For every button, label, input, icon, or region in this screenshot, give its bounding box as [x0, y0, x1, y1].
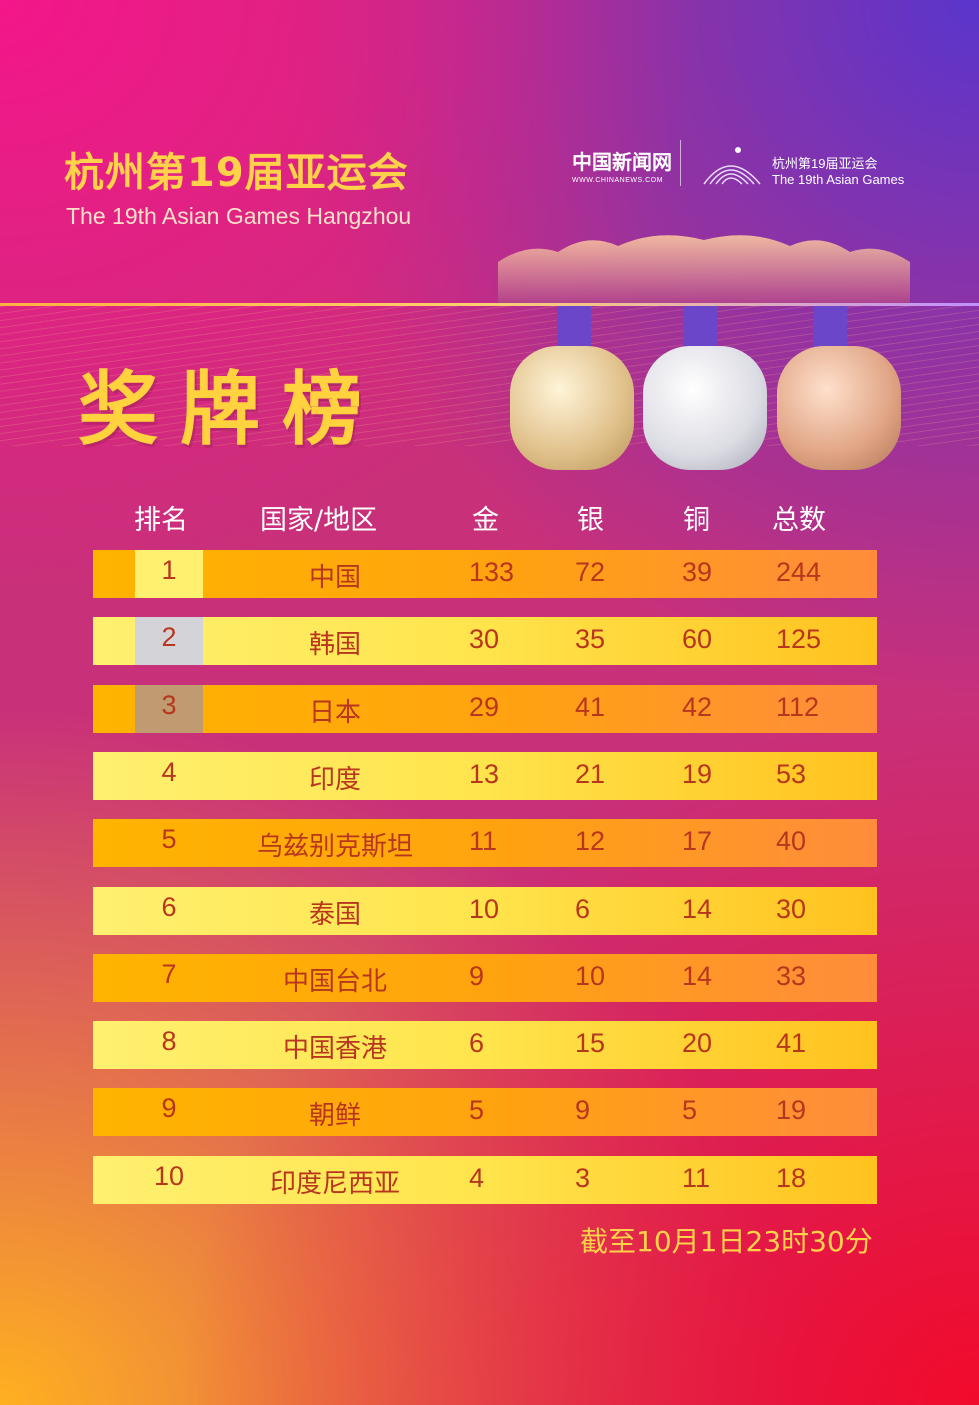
- table-row: 10 印度尼西亚 4 3 11 18: [93, 1155, 877, 1204]
- rank-highlight: [135, 550, 203, 598]
- rank-cell: 5: [161, 824, 177, 855]
- gold-cell: 11: [469, 826, 498, 857]
- total-cell: 53: [776, 758, 807, 789]
- header-bronze: 铜: [683, 505, 710, 536]
- divider-stripe: [0, 303, 979, 306]
- silver-cell: 6: [575, 893, 591, 924]
- header-silver: 银: [577, 505, 604, 536]
- gold-medal-image: [510, 346, 634, 470]
- silver-cell: 72: [575, 557, 606, 587]
- total-cell: 40: [776, 826, 807, 857]
- total-cell: 33: [776, 960, 807, 991]
- country-cell: 日本: [308, 697, 361, 728]
- table-row: 5 乌兹别克斯坦 11 12 17 40: [93, 819, 877, 868]
- gold-cell: 13: [469, 758, 500, 789]
- asian-games-emblem-icon: [703, 147, 761, 185]
- rank-highlight: [135, 617, 203, 666]
- header-rank: 排名: [134, 505, 188, 536]
- gold-cell: 4: [469, 1162, 485, 1193]
- logo-divider: [680, 140, 681, 186]
- table-row: 4 印度 13 21 19 53: [93, 751, 877, 800]
- stadium-decoration: [498, 235, 910, 306]
- bronze-cell: 42: [682, 691, 713, 722]
- rank-cell: 4: [161, 756, 177, 787]
- bronze-cell: 39: [682, 557, 713, 587]
- gold-cell: 9: [469, 960, 485, 991]
- total-cell: 41: [776, 1028, 807, 1059]
- silver-cell: 3: [575, 1162, 591, 1193]
- country-cell: 韩国: [308, 630, 361, 661]
- gold-cell: 5: [469, 1095, 485, 1126]
- rank-cell: 6: [161, 891, 177, 922]
- title-cn: 杭州第19届亚运会: [64, 150, 409, 196]
- bronze-cell: 60: [682, 624, 713, 655]
- silver-cell: 9: [575, 1095, 591, 1126]
- gold-cell: 29: [469, 691, 500, 722]
- table-row: 9 朝鲜 5 9 5 19: [93, 1088, 877, 1137]
- gold-cell: 6: [469, 1028, 485, 1059]
- bronze-cell: 14: [682, 893, 713, 924]
- header-country: 国家/地区: [260, 505, 378, 536]
- medal-table-heading: 奖牌榜: [78, 363, 384, 456]
- bronze-cell: 20: [682, 1028, 713, 1059]
- silver-medal-image: [643, 346, 767, 470]
- total-cell: 244: [776, 557, 822, 587]
- total-cell: 125: [776, 624, 822, 655]
- table-row: 8 中国香港 6 15 20 41: [93, 1021, 877, 1070]
- country-cell: 泰国: [308, 899, 361, 930]
- rank-cell: 7: [161, 958, 177, 989]
- rank-highlight: [135, 684, 203, 733]
- country-cell: 印度尼西亚: [269, 1168, 400, 1199]
- rank-cell: 1: [161, 555, 177, 585]
- bronze-medal-image: [777, 346, 901, 470]
- silver-cell: 10: [575, 960, 606, 991]
- bronze-cell: 17: [682, 826, 713, 857]
- bronze-cell: 11: [682, 1162, 711, 1193]
- country-cell: 乌兹别克斯坦: [256, 832, 413, 863]
- gold-cell: 30: [469, 624, 500, 655]
- country-cell: 朝鲜: [308, 1101, 361, 1132]
- country-cell: 中国: [308, 563, 361, 593]
- table-row: 2 韩国 30 35 60 125: [93, 617, 877, 666]
- chinanews-logo: 中国新闻网 WWW.CHINANEWS.COM: [572, 150, 672, 184]
- silver-cell: 35: [575, 624, 606, 655]
- country-cell: 中国香港: [282, 1034, 387, 1065]
- silver-cell: 12: [575, 826, 606, 857]
- rank-cell: 2: [161, 622, 177, 653]
- table-row: 3 日本 29 41 42 112: [93, 684, 877, 733]
- rank-cell: 10: [153, 1160, 185, 1191]
- update-time: 截至10月1日23时30分: [580, 1225, 873, 1258]
- silver-cell: 21: [575, 758, 606, 789]
- header-total: 总数: [772, 505, 826, 536]
- gold-cell: 10: [469, 893, 500, 924]
- bronze-cell: 14: [682, 960, 713, 991]
- asian-games-logo-text: 杭州第19届亚运会 The 19th Asian Games: [772, 156, 905, 187]
- gold-cell: 133: [469, 557, 515, 587]
- header-gold: 金: [472, 505, 499, 536]
- table-row: 1 中国 133 72 39 244: [93, 550, 877, 598]
- country-cell: 中国台北: [282, 966, 387, 997]
- table-row: 7 中国台北 9 10 14 33: [93, 953, 877, 1002]
- silver-cell: 41: [575, 691, 606, 722]
- rank-cell: 8: [161, 1026, 177, 1057]
- rank-cell: 3: [161, 689, 177, 720]
- country-cell: 印度: [308, 764, 361, 795]
- bronze-cell: 19: [682, 758, 713, 789]
- total-cell: 18: [776, 1162, 807, 1193]
- bronze-cell: 5: [682, 1095, 698, 1126]
- silver-cell: 15: [575, 1028, 606, 1059]
- total-cell: 19: [776, 1095, 807, 1126]
- title-en: The 19th Asian Games Hangzhou: [66, 203, 412, 229]
- rank-cell: 9: [161, 1093, 177, 1124]
- total-cell: 112: [776, 691, 820, 722]
- total-cell: 30: [776, 893, 807, 924]
- table-row: 6 泰国 10 6 14 30: [93, 886, 877, 935]
